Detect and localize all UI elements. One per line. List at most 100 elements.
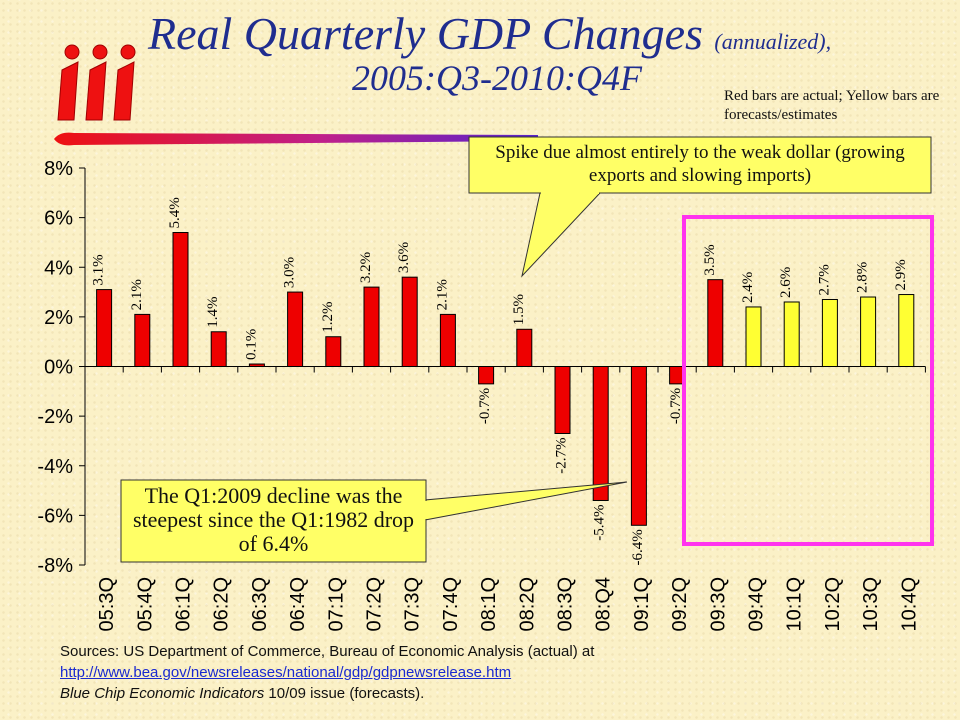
bar-09:1Q [630, 366, 647, 526]
x-tick-labels: 05:3Q 05:4Q 06:1Q 06:2Q 06:3Q 06:4Q 07:1Q 07:2Q… [96, 577, 920, 631]
x-tick-label: 05:4Q [134, 577, 156, 631]
data-label: 1.5% [511, 294, 527, 325]
data-label: -6.4% [630, 529, 646, 565]
callout-top: Spike due almost entirely to the weak do… [468, 136, 932, 278]
title-underline-swoosh [54, 132, 538, 146]
data-label: -0.7% [668, 388, 684, 424]
x-tick-label: 06:3Q [249, 577, 271, 631]
bar-07:3Q [401, 276, 418, 367]
data-label: 2.9% [893, 259, 909, 290]
sources-line1: Sources: US Department of Commerce, Bure… [60, 643, 595, 660]
data-label: 1.2% [320, 301, 336, 332]
data-label: 2.4% [740, 272, 756, 303]
bar-06:3Q [248, 363, 265, 367]
data-label: 5.4% [167, 197, 183, 228]
x-tick-label: 09:1Q [631, 577, 653, 631]
y-axis: 8% 6% 4% 2% 0% -2% -4% -6% -8% [37, 158, 86, 577]
data-label: 3.5% [702, 244, 718, 275]
x-tick-label: 05:3Q [96, 577, 118, 631]
bar-05:4Q [134, 313, 151, 367]
iii-logo [57, 44, 136, 121]
x-tick-label: 08:Q4 [593, 577, 615, 631]
x-tick-label: 07:2Q [364, 577, 386, 631]
data-label: -5.4% [592, 504, 608, 540]
data-label: 2.8% [855, 262, 871, 293]
x-tick-label: 06:4Q [287, 577, 309, 631]
data-label: 2.1% [129, 279, 145, 310]
data-label: 2.6% [778, 267, 794, 298]
data-label: -0.7% [477, 388, 493, 424]
bar-08:2Q [516, 328, 533, 367]
y-tick-label: -8% [37, 555, 73, 577]
x-tick-label: 09:2Q [669, 577, 691, 631]
y-tick-label: -4% [37, 456, 73, 478]
callout-bottom-text: The Q1:2009 decline was the steepest sin… [132, 483, 415, 556]
callout-bottom: The Q1:2009 decline was the steepest sin… [120, 479, 628, 563]
bar-10:1Q [783, 301, 800, 367]
legend-note: Red bars are actual; Yellow bars are for… [724, 88, 940, 123]
callout-top-box [468, 136, 932, 194]
chart-title-main: Real Quarterly GDP Changes [148, 8, 703, 59]
callout-top-text: Spike due almost entirely to the weak do… [495, 142, 905, 186]
bar-08:1Q [478, 366, 495, 385]
y-tick-label: 6% [44, 208, 73, 230]
y-tick-label: 4% [44, 257, 73, 279]
data-labels: 3.1% 2.1% 5.4% 1.4% 0.1% 3.0% 1.2% 3.2% 3.6% 2.1%… [91, 197, 909, 565]
data-label: 3.1% [91, 254, 107, 285]
x-tick-label: 07:3Q [402, 577, 424, 631]
x-tick-label: 07:1Q [325, 577, 347, 631]
bars [96, 232, 915, 526]
x-tick-label: 08:1Q [478, 577, 500, 631]
data-label: 0.1% [243, 329, 259, 360]
x-tick-label: 10:1Q [784, 577, 806, 631]
data-label: 3.6% [396, 242, 412, 273]
data-label: 3.0% [282, 257, 298, 288]
data-label: 2.1% [434, 279, 450, 310]
callout-top-pointer [521, 192, 602, 278]
bar-06:1Q [172, 232, 189, 367]
data-label: 3.2% [358, 252, 374, 283]
bar-06:4Q [287, 291, 304, 367]
x-tick-label: 08:2Q [516, 577, 538, 631]
sources-publication-rest: 10/09 issue (forecasts). [264, 685, 425, 702]
x-tick-label: 06:1Q [173, 577, 195, 631]
bar-07:4Q [439, 313, 456, 367]
bea-source-link[interactable]: http://www.bea.gov/newsreleases/national… [60, 664, 512, 681]
bar-06:2Q [210, 331, 227, 368]
bar-09:3Q [707, 279, 724, 367]
x-tick-label: 09:4Q [746, 577, 768, 631]
bar-08:Q4 [592, 366, 609, 501]
x-tick-label: 08:3Q [555, 577, 577, 631]
sources-line3: Blue Chip Economic Indicators 10/09 issu… [60, 683, 940, 704]
y-tick-label: 2% [44, 307, 73, 329]
bar-10:2Q [821, 299, 838, 368]
chart-title-period: 2005:Q3-2010:Q4F [352, 58, 642, 98]
x-tick-label: 10:2Q [822, 577, 844, 631]
data-label: -2.7% [554, 437, 570, 473]
data-label: 2.7% [816, 264, 832, 295]
y-tick-label: -6% [37, 505, 73, 527]
x-tick-label: 10:4Q [898, 577, 920, 631]
bar-05:3Q [96, 289, 113, 367]
y-tick-label: 0% [44, 357, 73, 379]
chart-title: Real Quarterly GDP Changes (annualized), [148, 8, 948, 68]
sources: Sources: US Department of Commerce, Bure… [60, 641, 940, 704]
chart-title-sub: (annualized), [714, 29, 832, 54]
y-tick-label: 8% [44, 158, 73, 180]
callout-bottom-box [120, 479, 427, 563]
x-tick-label: 06:2Q [211, 577, 233, 631]
bar-10:4Q [898, 294, 915, 368]
bar-08:3Q [554, 366, 571, 434]
forecast-highlight-box [682, 215, 934, 546]
sources-publication: Blue Chip Economic Indicators [60, 685, 265, 702]
x-tick-label: 07:4Q [440, 577, 462, 631]
x-tick-label: 09:3Q [707, 577, 729, 631]
bar-09:4Q [745, 306, 762, 368]
bar-10:3Q [860, 296, 877, 367]
x-axis [84, 366, 926, 373]
bar-07:2Q [363, 286, 380, 368]
bar-07:1Q [325, 336, 342, 368]
x-tick-label: 10:3Q [860, 577, 882, 631]
data-label: 1.4% [205, 297, 221, 328]
